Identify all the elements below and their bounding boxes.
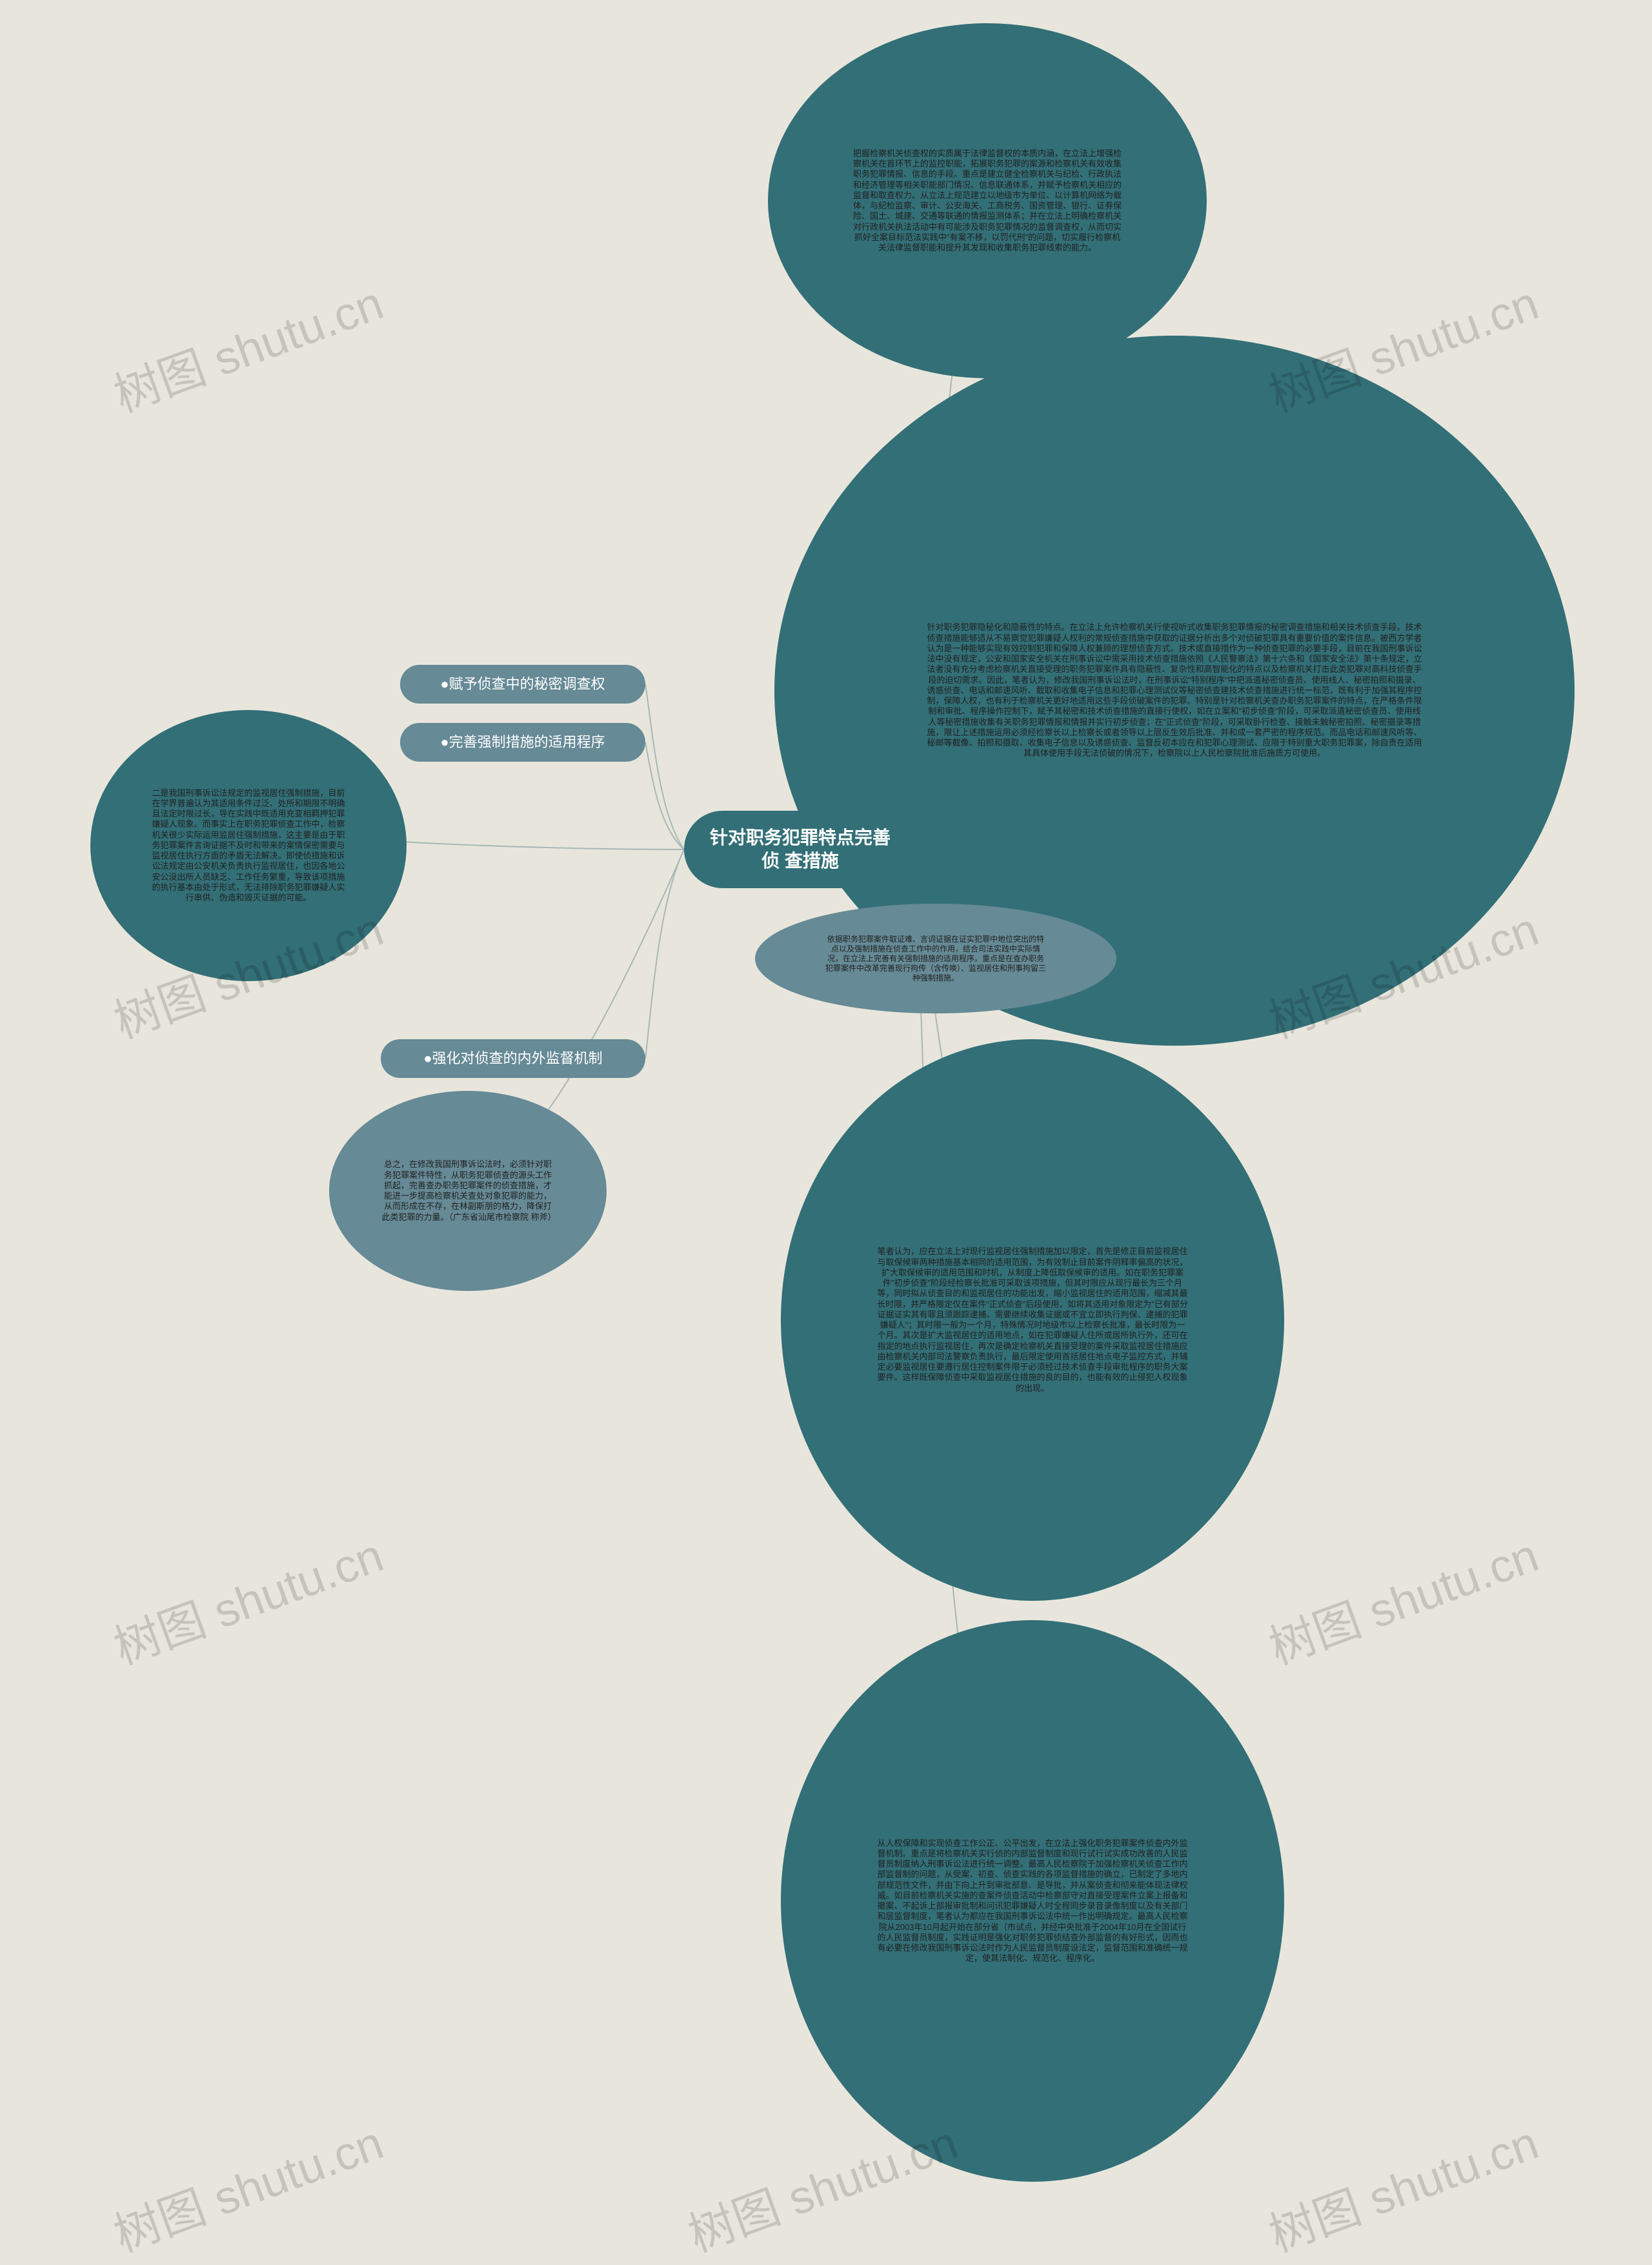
center-node: 针对职务犯罪特点完善侦 查措施: [684, 811, 916, 888]
pill-label: ●强化对侦查的内外监督机制: [423, 1050, 602, 1067]
edge: [361, 839, 684, 849]
pill-label: ●赋予侦查中的秘密调查权: [440, 676, 605, 693]
pill-node: ●赋予侦查中的秘密调查权: [400, 665, 645, 704]
bubble-node: 依据职务犯罪案件取证难、言词证据在证实犯罪中地位突出的特点以及强制措施在侦查工作…: [755, 904, 1116, 1013]
bubble-text: 二是我国刑事诉讼法规定的监视居住强制措施，目前在学界普遍认为其适用条件过泛、处所…: [150, 788, 347, 904]
pill-node: ●完善强制措施的适用程序: [400, 723, 645, 762]
bubble-node: 总之，在修改我国刑事诉讼法时，必须针对职务犯罪案件特性，从职务犯罪侦查的源头工作…: [329, 1091, 607, 1291]
watermark: 树图 shutu.cn: [1258, 1518, 1546, 1678]
pill-node: ●强化对侦查的内外监督机制: [381, 1039, 645, 1078]
edge: [645, 742, 684, 849]
watermark: 树图 shutu.cn: [103, 265, 391, 425]
pill-label: ●完善强制措施的适用程序: [440, 734, 605, 751]
edge: [516, 849, 684, 1149]
edge: [645, 849, 684, 1059]
bubble-node: 二是我国刑事诉讼法规定的监视居住强制措施，目前在学界普遍认为其适用条件过泛、处所…: [90, 710, 407, 981]
watermark: 树图 shutu.cn: [103, 1518, 391, 1678]
bubble-text: 笔者认为，应在立法上对现行监视居住强制措施加以限定，首先是修正目前监视居住与取保…: [876, 1246, 1189, 1394]
bubble-text: 总之，在修改我国刑事诉讼法时，必须针对职务犯罪案件特性，从职务犯罪侦查的源头工作…: [382, 1159, 554, 1223]
bubble-text: 把握检察机关侦查权的实质属于法律监督权的本质内涵，在立法上增强检察机关在首环节上…: [851, 148, 1123, 254]
bubble-text: 从人权保障和实现侦查工作公正、公平出发，在立法上强化职务犯罪案件侦查内外监督机制…: [876, 1838, 1189, 1964]
watermark: 树图 shutu.cn: [1258, 2105, 1546, 2265]
watermark: 树图 shutu.cn: [103, 2105, 391, 2265]
bubble-node: 笔者认为，应在立法上对现行监视居住强制措施加以限定，首先是修正目前监视居住与取保…: [781, 1039, 1284, 1601]
edge: [645, 684, 684, 849]
bubble-node: 从人权保障和实现侦查工作公正、公平出发，在立法上强化职务犯罪案件侦查内外监督机制…: [781, 1620, 1284, 2182]
center-node-label: 针对职务犯罪特点完善侦 查措施: [710, 826, 891, 873]
bubble-text: 针对职务犯罪隐秘化和隐蔽性的特点。在立法上允许检察机关行使视听式收集职务犯罪情报…: [927, 622, 1423, 758]
bubble-text: 依据职务犯罪案件取证难、言词证据在证实犯罪中地位突出的特点以及强制措施在侦查工作…: [824, 935, 1048, 983]
bubble-node: 把握检察机关侦查权的实质属于法律监督权的本质内涵，在立法上增强检察机关在首环节上…: [768, 23, 1207, 378]
